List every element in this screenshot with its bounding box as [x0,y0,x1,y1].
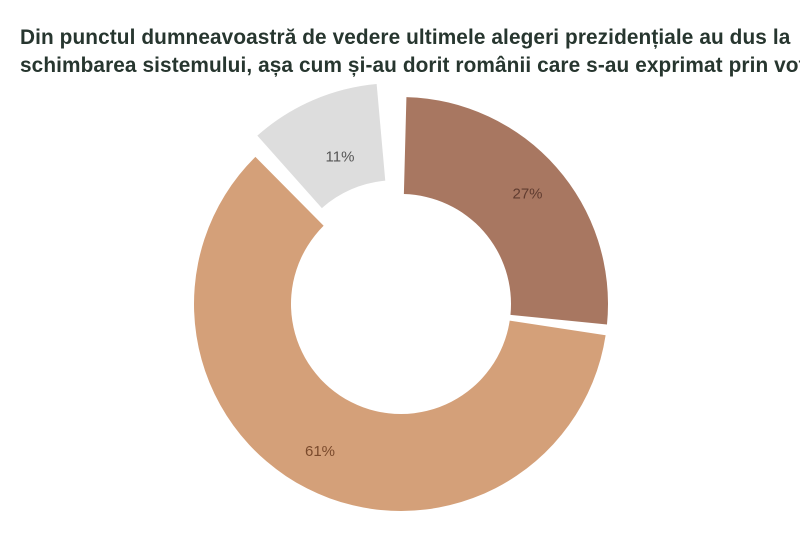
svg-text:27%: 27% [512,185,542,202]
svg-text:11%: 11% [326,149,355,166]
svg-text:61%: 61% [305,443,335,460]
